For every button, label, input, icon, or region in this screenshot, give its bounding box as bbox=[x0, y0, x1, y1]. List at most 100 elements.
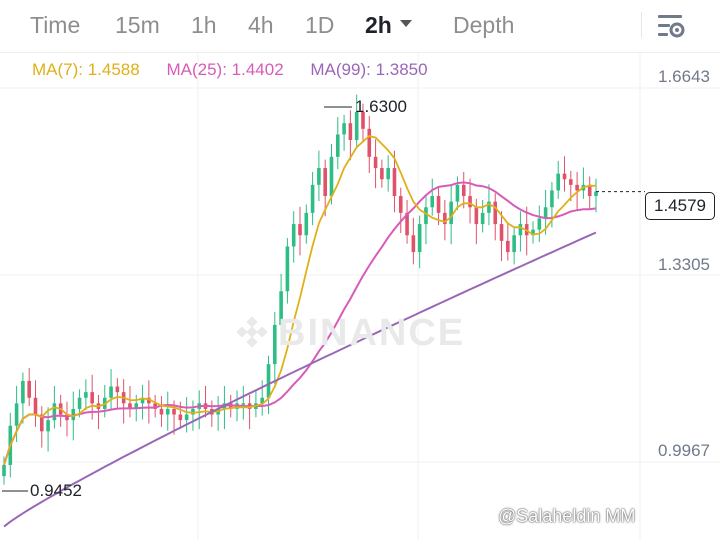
ma25-label: MA(25): 1.4402 bbox=[166, 60, 284, 79]
candle-body bbox=[77, 397, 82, 409]
candle-body bbox=[342, 123, 346, 135]
candle-body bbox=[90, 392, 94, 404]
candle-body bbox=[153, 403, 157, 409]
candle-body bbox=[140, 397, 145, 404]
tab-2h[interactable]: 2h bbox=[365, 10, 412, 40]
candle-body bbox=[436, 196, 441, 213]
candle-body bbox=[348, 123, 353, 141]
tab-4h[interactable]: 4h bbox=[248, 12, 274, 38]
candle-body bbox=[461, 184, 466, 197]
candle-body bbox=[506, 240, 510, 253]
candle-body bbox=[115, 386, 120, 393]
candle-body bbox=[2, 464, 6, 477]
ma99-line bbox=[3, 231, 597, 528]
candle-body bbox=[33, 397, 38, 415]
tab-1h[interactable]: 1h bbox=[191, 12, 217, 38]
candle-body bbox=[46, 420, 50, 432]
candle-body bbox=[417, 224, 422, 253]
price-axis-label: 1.6643 bbox=[658, 67, 710, 86]
candle-body bbox=[279, 291, 283, 325]
ma99-label: MA(99): 1.3850 bbox=[310, 60, 428, 79]
candle-body bbox=[172, 408, 176, 415]
candle-body bbox=[386, 168, 390, 180]
candle-body bbox=[14, 403, 19, 426]
candle-body bbox=[411, 235, 416, 253]
candle-body bbox=[531, 229, 535, 236]
candle-body bbox=[241, 403, 246, 405]
high-price-annotation: 1.6300 bbox=[355, 97, 407, 116]
candle-body bbox=[27, 380, 31, 398]
candle-body bbox=[430, 196, 435, 208]
candle-body bbox=[21, 380, 25, 404]
price-axis-label: 0.9967 bbox=[658, 441, 710, 460]
candle-body bbox=[373, 156, 378, 169]
candle-body bbox=[159, 408, 164, 415]
candle-body bbox=[39, 414, 44, 432]
candle-body bbox=[380, 168, 384, 180]
candle-body bbox=[310, 184, 315, 213]
candle-body bbox=[392, 168, 397, 197]
candle-body bbox=[424, 207, 428, 225]
candle-body bbox=[474, 207, 479, 225]
candle-body bbox=[480, 212, 485, 225]
candle-body bbox=[443, 212, 447, 225]
ma7-line bbox=[3, 135, 597, 466]
ma25-line bbox=[3, 181, 597, 466]
candle-body bbox=[354, 112, 359, 141]
candle-body bbox=[273, 324, 277, 365]
candle-body bbox=[266, 364, 271, 398]
ma7-label: MA(7): 1.4588 bbox=[32, 60, 140, 79]
candle-body bbox=[134, 403, 139, 409]
candle-body bbox=[291, 224, 296, 247]
candle-body bbox=[361, 112, 365, 129]
candle-body bbox=[543, 207, 548, 219]
candle-body bbox=[165, 408, 170, 415]
candle-body bbox=[335, 134, 340, 157]
tab-time[interactable]: Time bbox=[30, 12, 81, 38]
candle-body bbox=[455, 184, 460, 202]
candle-body bbox=[298, 224, 302, 236]
tab-depth[interactable]: Depth bbox=[453, 12, 515, 38]
candle-body bbox=[575, 184, 579, 191]
binance-watermark: BINANCE bbox=[278, 312, 466, 354]
candle-body bbox=[109, 386, 113, 398]
low-price-annotation: 0.9452 bbox=[30, 481, 82, 500]
tab-1d[interactable]: 1D bbox=[305, 12, 335, 38]
author-credit: @Salaheldin MM bbox=[498, 506, 636, 526]
chart-settings-icon[interactable] bbox=[656, 12, 686, 40]
candle-body bbox=[367, 128, 372, 157]
candle-body bbox=[487, 201, 491, 213]
candle-body bbox=[260, 397, 265, 404]
candle-body bbox=[178, 414, 183, 421]
current-price-tag: 1.4579 bbox=[645, 192, 715, 220]
candle-body bbox=[398, 196, 403, 213]
candle-body bbox=[323, 168, 327, 197]
candle-body bbox=[52, 403, 57, 421]
price-axis-label: 1.3305 bbox=[658, 255, 710, 274]
candle-body bbox=[65, 414, 69, 421]
candle-body bbox=[449, 201, 453, 225]
candle-body bbox=[191, 408, 195, 415]
candle-body bbox=[304, 212, 309, 236]
candle-body bbox=[562, 173, 567, 180]
tab-2h-label: 2h bbox=[365, 12, 392, 38]
candle-body bbox=[285, 246, 290, 292]
candle-body bbox=[493, 201, 498, 225]
candle-body bbox=[184, 414, 189, 421]
candle-body bbox=[518, 224, 523, 236]
timeframe-bar: Time 15m 1h 4h 1D 2h Depth bbox=[0, 0, 720, 53]
candle-body bbox=[537, 218, 542, 230]
candle-body bbox=[329, 156, 334, 197]
divider bbox=[641, 12, 642, 38]
candle-body bbox=[512, 235, 516, 253]
moving-average-legend: MA(7): 1.4588 MA(25): 1.4402 MA(99): 1.3… bbox=[32, 60, 450, 80]
candle-body bbox=[499, 224, 504, 241]
candle-body bbox=[556, 173, 561, 191]
tab-15m[interactable]: 15m bbox=[115, 12, 160, 38]
candle-body bbox=[569, 179, 573, 185]
candle-body bbox=[84, 392, 88, 398]
candle-body bbox=[317, 168, 321, 185]
binance-logo-icon bbox=[236, 316, 268, 348]
candle-body bbox=[587, 184, 592, 197]
